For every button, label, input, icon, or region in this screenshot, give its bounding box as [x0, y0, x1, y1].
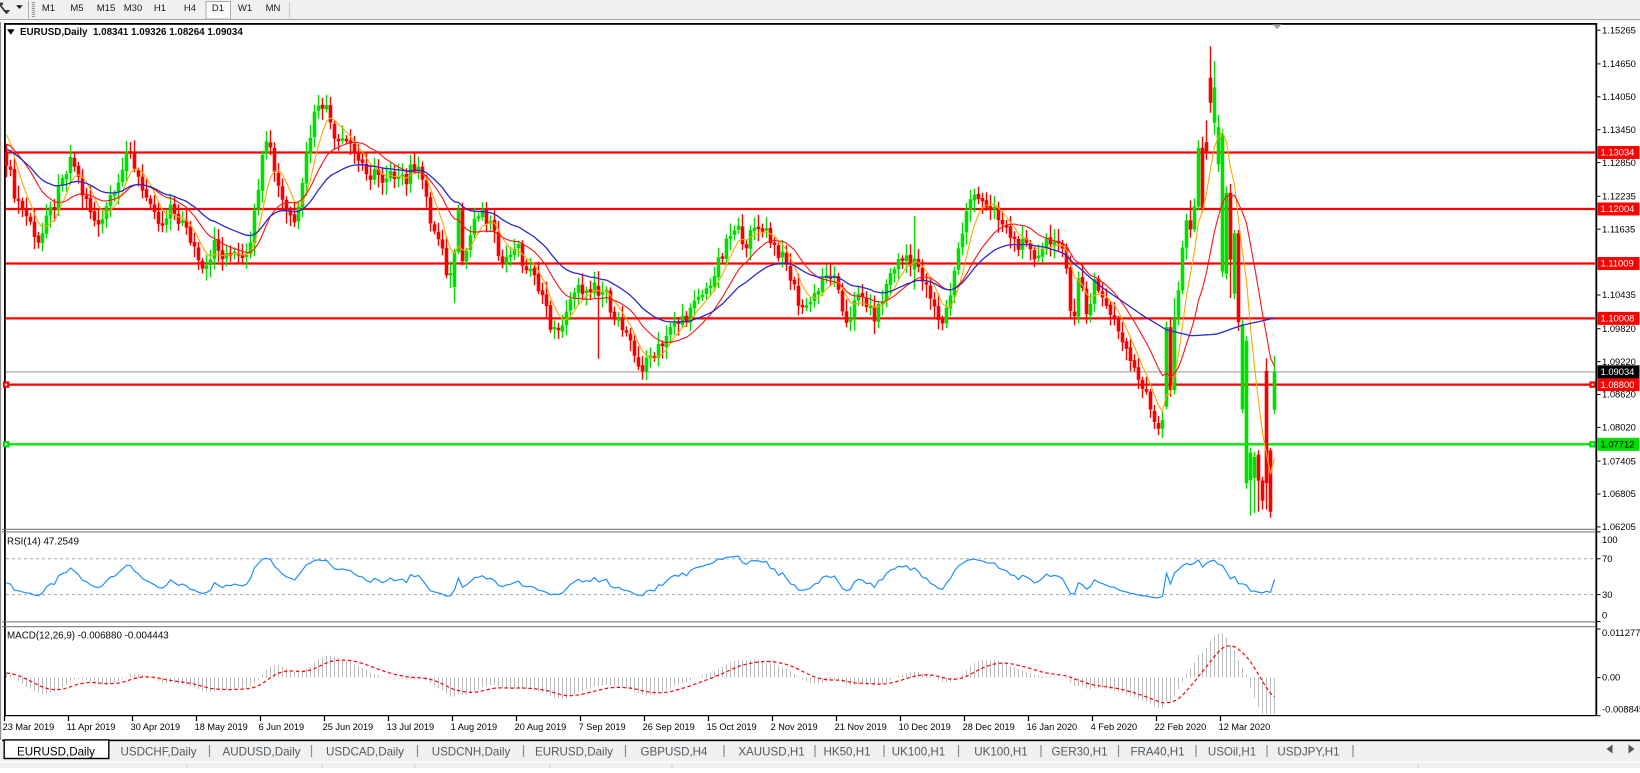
svg-text:1 Aug 2019: 1 Aug 2019 [451, 722, 498, 732]
svg-text:USDCHF,Daily: USDCHF,Daily [120, 746, 196, 759]
svg-text:30: 30 [1602, 589, 1612, 600]
svg-text:1.10435: 1.10435 [1602, 289, 1636, 300]
svg-text:UK100,H1: UK100,H1 [892, 746, 946, 759]
svg-text:1.13450: 1.13450 [1602, 124, 1636, 135]
svg-text:25 Jun 2019: 25 Jun 2019 [323, 722, 374, 732]
svg-text:1.09220: 1.09220 [1602, 356, 1636, 367]
svg-text:2 Nov 2019: 2 Nov 2019 [771, 722, 818, 732]
svg-text:USDJPY,H1: USDJPY,H1 [1277, 746, 1339, 759]
svg-text:M1: M1 [42, 3, 55, 14]
svg-text:GER30,H1: GER30,H1 [1051, 746, 1107, 759]
svg-text:1.07405: 1.07405 [1602, 455, 1636, 466]
svg-text:100: 100 [1602, 534, 1618, 545]
svg-text:1.09820: 1.09820 [1602, 323, 1636, 334]
svg-text:1.09034: 1.09034 [1601, 366, 1635, 377]
svg-text:1.12004: 1.12004 [1601, 203, 1635, 214]
svg-text:XAUUSD,H1: XAUUSD,H1 [738, 746, 804, 759]
svg-text:EURUSD,Daily: EURUSD,Daily [535, 746, 613, 759]
svg-text:MN: MN [266, 3, 281, 14]
svg-text:28 Dec 2019: 28 Dec 2019 [963, 722, 1015, 732]
svg-text:0.011277: 0.011277 [1602, 627, 1640, 638]
svg-text:10 Dec 2019: 10 Dec 2019 [899, 722, 951, 732]
svg-text:1.10008: 1.10008 [1601, 313, 1635, 324]
svg-text:USDCNH,Daily: USDCNH,Daily [432, 746, 511, 759]
svg-text:1.06805: 1.06805 [1602, 488, 1636, 499]
svg-text:USDCAD,Daily: USDCAD,Daily [326, 746, 404, 759]
svg-text:M30: M30 [124, 3, 142, 14]
svg-text:H1: H1 [154, 3, 166, 14]
svg-text:26 Sep 2019: 26 Sep 2019 [643, 722, 695, 732]
svg-text:M5: M5 [70, 3, 83, 14]
svg-text:1.08620: 1.08620 [1602, 389, 1636, 400]
svg-text:H4: H4 [184, 3, 196, 14]
svg-text:1.14050: 1.14050 [1602, 91, 1636, 102]
svg-text:EURUSD,Daily: EURUSD,Daily [17, 746, 95, 759]
svg-text:1.12850: 1.12850 [1602, 157, 1636, 168]
svg-text:MACD(12,26,9) -0.006880 -0.004: MACD(12,26,9) -0.006880 -0.004443 [7, 631, 169, 642]
svg-text:7 Sep 2019: 7 Sep 2019 [579, 722, 626, 732]
svg-text:1.11009: 1.11009 [1601, 258, 1634, 269]
svg-text:12 Mar 2020: 12 Mar 2020 [1219, 722, 1271, 732]
svg-text:1.11635: 1.11635 [1602, 223, 1635, 234]
svg-text:1.12235: 1.12235 [1602, 191, 1636, 202]
svg-text:23 Mar 2019: 23 Mar 2019 [3, 722, 55, 732]
svg-text:AUDUSD,Daily: AUDUSD,Daily [223, 746, 301, 759]
svg-text:1.08800: 1.08800 [1601, 379, 1635, 390]
svg-text:13 Jul 2019: 13 Jul 2019 [387, 722, 435, 732]
svg-text:22 Feb 2020: 22 Feb 2020 [1155, 722, 1207, 732]
svg-text:1.15265: 1.15265 [1602, 24, 1636, 35]
svg-text:1.08020: 1.08020 [1602, 422, 1636, 433]
svg-text:30 Apr 2019: 30 Apr 2019 [131, 722, 181, 732]
svg-text:18 May 2019: 18 May 2019 [195, 722, 248, 732]
svg-text:11 Apr 2019: 11 Apr 2019 [67, 722, 116, 732]
svg-text:15 Oct 2019: 15 Oct 2019 [707, 722, 757, 732]
svg-text:0: 0 [1602, 610, 1607, 621]
svg-text:70: 70 [1602, 553, 1612, 564]
svg-text:16 Jan 2020: 16 Jan 2020 [1027, 722, 1078, 732]
svg-text:21 Nov 2019: 21 Nov 2019 [835, 722, 887, 732]
svg-text:RSI(14) 47.2549: RSI(14) 47.2549 [7, 537, 79, 548]
svg-text:0.00: 0.00 [1602, 672, 1620, 683]
svg-text:GBPUSD,H4: GBPUSD,H4 [640, 746, 708, 759]
svg-text:1.13034: 1.13034 [1601, 147, 1635, 158]
svg-text:HK50,H1: HK50,H1 [823, 746, 870, 759]
svg-text:D1: D1 [212, 3, 224, 14]
svg-text:-0.008845: -0.008845 [1602, 704, 1640, 715]
svg-text:USOil,H1: USOil,H1 [1208, 746, 1256, 759]
svg-text:1.06205: 1.06205 [1602, 521, 1636, 532]
svg-text:W1: W1 [238, 3, 252, 14]
svg-text:M15: M15 [97, 3, 115, 14]
svg-text:20 Aug 2019: 20 Aug 2019 [515, 722, 567, 732]
svg-text:1.14650: 1.14650 [1602, 58, 1636, 69]
svg-text:FRA40,H1: FRA40,H1 [1130, 746, 1184, 759]
svg-text:EURUSD,Daily 1.08341 1.09326: EURUSD,Daily 1.08341 1.09326 1.08264 1.0… [20, 27, 243, 38]
svg-text:6 Jun 2019: 6 Jun 2019 [259, 722, 304, 732]
svg-text:UK100,H1: UK100,H1 [974, 746, 1028, 759]
svg-text:1.07712: 1.07712 [1601, 439, 1635, 450]
svg-text:4 Feb 2020: 4 Feb 2020 [1091, 722, 1138, 732]
